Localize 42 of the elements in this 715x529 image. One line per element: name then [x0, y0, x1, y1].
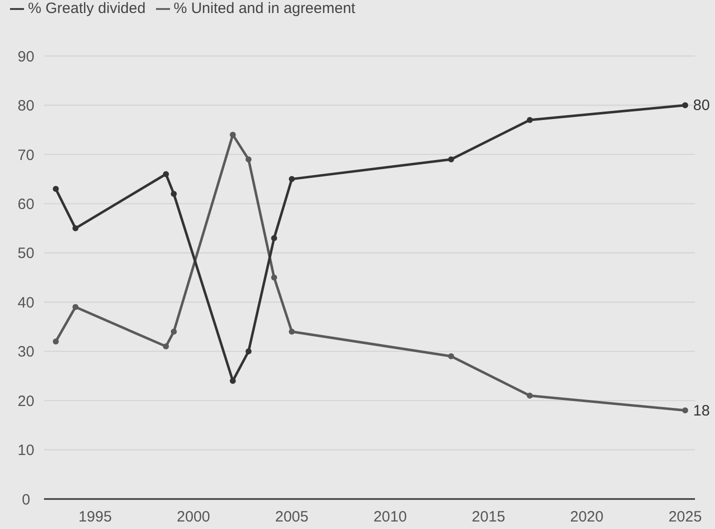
point: [271, 274, 278, 280]
x-tick-label: 1995: [78, 508, 112, 526]
y-tick-label: 20: [18, 392, 34, 410]
point: [271, 235, 278, 242]
point: [288, 328, 295, 335]
point: [246, 348, 252, 354]
x-tick-label: 2025: [668, 508, 702, 526]
y-tick-label: 90: [18, 48, 34, 66]
x-tick-label: 2015: [472, 508, 506, 526]
point: [162, 171, 169, 178]
y-tick-label: 40: [18, 294, 34, 312]
y-tick-label: 70: [18, 146, 34, 164]
point: [526, 392, 533, 399]
y-tick-label: 30: [18, 344, 34, 361]
point: [230, 132, 236, 138]
y-tick-label: 80: [18, 98, 34, 115]
point: [52, 338, 59, 344]
y-tick-label: 0: [22, 491, 30, 508]
point: [246, 156, 252, 162]
point: [170, 190, 177, 197]
y-tick-label: 60: [18, 196, 34, 213]
point: [526, 116, 533, 123]
y-tick-label: 10: [18, 442, 34, 460]
point: [72, 225, 78, 232]
point: [52, 186, 59, 192]
point: [72, 304, 78, 310]
point: [448, 353, 454, 360]
point: [448, 156, 454, 162]
point: [682, 102, 688, 108]
data-label: 80: [693, 97, 710, 114]
data-label: 18: [693, 402, 710, 420]
point: [162, 343, 169, 350]
x-tick-label: 2020: [570, 508, 604, 526]
x-tick-label: 2005: [275, 508, 308, 526]
legend-label: % United and in agreement: [174, 0, 356, 17]
point: [682, 407, 688, 414]
x-tick-label: 2010: [373, 508, 407, 526]
point: [288, 176, 295, 182]
y-tick-label: 50: [18, 245, 34, 262]
x-tick-label: 2000: [176, 508, 210, 526]
point: [170, 328, 177, 335]
legend-label: % Greatly divided: [28, 0, 146, 17]
